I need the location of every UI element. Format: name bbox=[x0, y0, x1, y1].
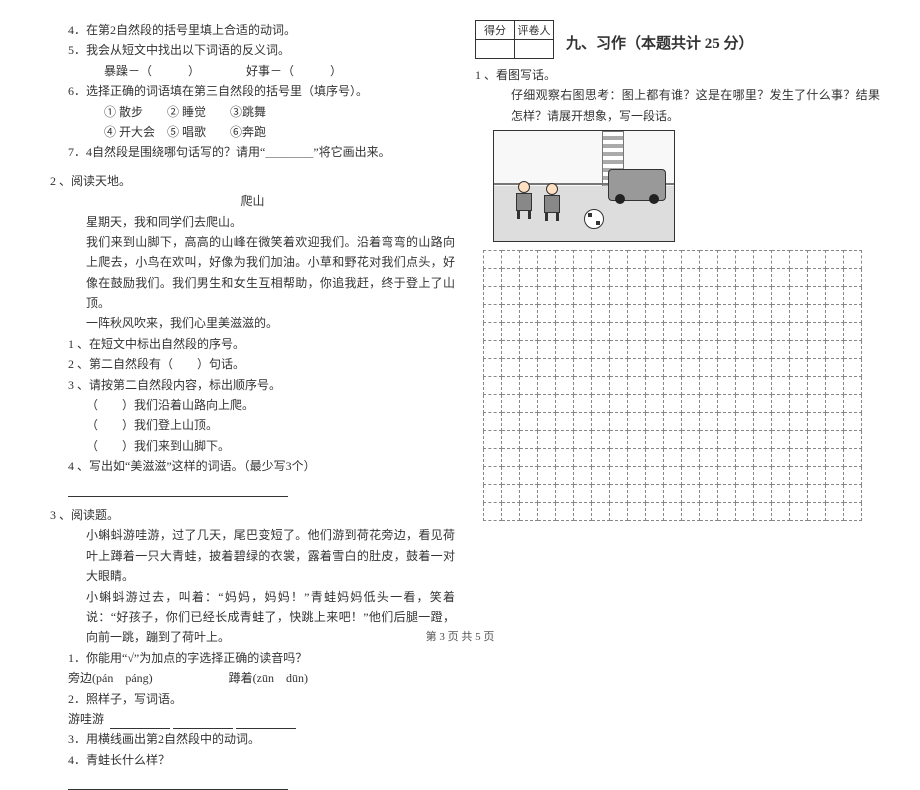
r3-q3: 3．用横线画出第2自然段中的动词。 bbox=[50, 729, 455, 749]
w-q1-desc: 仔细观察右图思考：图上都有谁？这是在哪里？发生了什么事？结果怎样？请展开想象，写… bbox=[475, 85, 880, 126]
r2-q3a: （ ）我们沿着山路向上爬。 bbox=[50, 395, 455, 415]
q7: 7．4自然段是围绕哪句话写的？请用“＿＿＿＿”将它画出来。 bbox=[50, 142, 455, 162]
prompt-image bbox=[493, 130, 675, 242]
r2-p3: 一阵秋风吹来，我们心里美滋滋的。 bbox=[50, 313, 455, 333]
r3-head: 3 、阅读题。 bbox=[50, 505, 455, 525]
score-h2: 评卷人 bbox=[515, 21, 554, 40]
r2-p1: 星期天，我和同学们去爬山。 bbox=[50, 212, 455, 232]
r2-q3c: （ ）我们来到山脚下。 bbox=[50, 436, 455, 456]
r2-q3: 3 、请按第二自然段内容，标出顺序号。 bbox=[50, 375, 455, 395]
left-column: 4．在第2自然段的括号里填上合适的动词。 5．我会从短文中找出以下词语的反义词。… bbox=[40, 20, 465, 620]
r2-head: 2 、阅读天地。 bbox=[50, 171, 455, 191]
r3-q1: 1．你能用“√”为加点的字选择正确的读音吗？ bbox=[50, 648, 455, 668]
right-column: 得分 评卷人 九、习作（本题共计 25 分） 1 、看图写话。 仔细观察右图思考… bbox=[465, 20, 890, 620]
section-title: 九、习作（本题共计 25 分） bbox=[566, 32, 754, 53]
r3-q2: 2．照样子，写词语。 bbox=[50, 689, 455, 709]
q5-opts: 暴躁－（ ） 好事－（ ） bbox=[50, 61, 455, 81]
writing-grid bbox=[483, 250, 880, 521]
r2-p2: 我们来到山脚下，高高的山峰在微笑着欢迎我们。沿着弯弯的山路向上爬去，小鸟在欢叫，… bbox=[50, 232, 455, 314]
q5: 5．我会从短文中找出以下词语的反义词。 bbox=[50, 40, 455, 60]
r2-title: 爬山 bbox=[50, 191, 455, 211]
q6: 6．选择正确的词语填在第三自然段的括号里（填序号）。 bbox=[50, 81, 455, 101]
r3-q1a: 旁边(pán páng) bbox=[68, 671, 153, 685]
r3-q2a: 游哇游 bbox=[68, 712, 104, 726]
r3-q4: 4．青蛙长什么样？ bbox=[50, 750, 455, 770]
r2-q1: 1 、在短文中标出自然段的序号。 bbox=[50, 334, 455, 354]
r3-q1b: 蹲着(zūn dūn) bbox=[229, 671, 308, 685]
page-footer: 第 3 页 共 5 页 bbox=[0, 628, 920, 644]
q4: 4．在第2自然段的括号里填上合适的动词。 bbox=[50, 20, 455, 40]
q5a: 暴躁－（ ） bbox=[104, 64, 200, 78]
r3-q1-opts: 旁边(pán páng) 蹲着(zūn dūn) bbox=[50, 668, 455, 688]
score-cell-2 bbox=[515, 40, 554, 59]
r2-q3b: （ ）我们登上山顶。 bbox=[50, 415, 455, 435]
r2-q2: 2 、第二自然段有（ ）句话。 bbox=[50, 354, 455, 374]
score-h1: 得分 bbox=[476, 21, 515, 40]
r3-q2a-line: 游哇游 bbox=[50, 709, 455, 729]
q5b: 好事－（ ） bbox=[246, 64, 342, 78]
score-table: 得分 评卷人 bbox=[475, 20, 554, 59]
score-cell-1 bbox=[476, 40, 515, 59]
r2-q4: 4 、写出如“美滋滋”这样的词语。（最少写3个） bbox=[50, 456, 455, 476]
r3-q4-blank bbox=[50, 770, 455, 790]
w-q1: 1 、看图写话。 bbox=[475, 65, 880, 85]
r3-p1: 小蝌蚪游哇游，过了几天，尾巴变短了。他们游到荷花旁边，看见荷叶上蹲着一只大青蛙，… bbox=[50, 525, 455, 586]
q6-opts2: ④ 开大会 ⑤ 唱歌 ⑥奔跑 bbox=[50, 122, 455, 142]
r2-q4-blank bbox=[50, 477, 455, 497]
q6-opts1: ① 散步 ② 睡觉 ③跳舞 bbox=[50, 102, 455, 122]
